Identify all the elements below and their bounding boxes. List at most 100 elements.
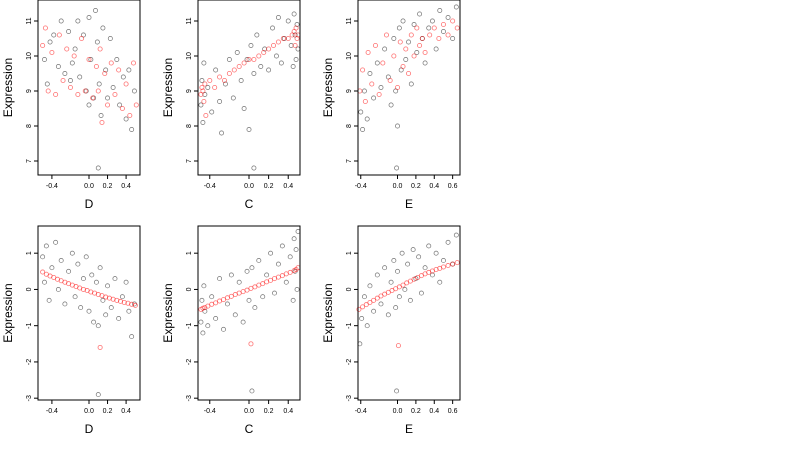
- data-point: [217, 276, 223, 282]
- data-point: [399, 250, 405, 256]
- data-point: [426, 243, 432, 249]
- data-point: [408, 32, 414, 38]
- data-point: [264, 272, 270, 278]
- series-red-points: [198, 265, 301, 347]
- x-tick-label: 0.2: [103, 408, 113, 415]
- data-point: [78, 305, 84, 311]
- data-point: [62, 301, 68, 307]
- x-tick-label: 0.4: [121, 183, 131, 190]
- data-point: [75, 261, 81, 267]
- data-point: [86, 57, 92, 63]
- data-point: [407, 297, 413, 303]
- data-point: [371, 297, 377, 303]
- data-point: [69, 60, 75, 66]
- data-point: [270, 25, 275, 31]
- data-point: [231, 67, 237, 73]
- data-point: [93, 64, 99, 70]
- plot-frame: [357, 225, 461, 401]
- data-point: [203, 113, 209, 119]
- data-point: [268, 250, 274, 256]
- x-tick-label: -0.4: [204, 183, 216, 190]
- series-red-points: [40, 25, 139, 126]
- data-point: [116, 315, 122, 321]
- data-point: [427, 32, 433, 38]
- data-point: [266, 46, 272, 52]
- series-red-points: [40, 269, 138, 350]
- y-tick-label: 11: [26, 17, 33, 24]
- data-point: [244, 57, 250, 62]
- data-point: [414, 25, 420, 31]
- data-point: [271, 43, 277, 49]
- y-tick-label: 10: [186, 52, 193, 60]
- x-axis-label: C: [245, 422, 254, 436]
- data-point: [254, 32, 260, 38]
- data-point: [97, 46, 103, 52]
- data-point: [96, 81, 102, 87]
- data-point: [198, 319, 204, 325]
- data-point: [90, 95, 96, 101]
- data-point: [201, 99, 207, 105]
- data-point: [97, 265, 103, 271]
- data-point: [112, 276, 118, 282]
- data-point: [82, 88, 88, 94]
- data-point: [224, 301, 230, 307]
- data-point: [394, 388, 400, 394]
- series-black-points: [198, 228, 301, 394]
- data-point: [294, 286, 300, 292]
- data-point: [79, 36, 85, 42]
- data-point: [372, 43, 378, 49]
- data-point: [213, 300, 219, 306]
- data-point: [93, 8, 98, 13]
- data-point: [80, 276, 86, 282]
- data-point: [391, 36, 397, 41]
- data-point: [108, 60, 114, 66]
- data-point: [369, 81, 375, 87]
- data-point: [47, 39, 53, 45]
- data-point: [202, 305, 208, 311]
- data-point: [98, 113, 104, 118]
- data-point: [226, 71, 232, 77]
- data-point: [49, 265, 55, 271]
- data-point: [397, 39, 403, 45]
- data-point: [209, 109, 215, 115]
- data-point: [454, 260, 460, 266]
- series-black-points: [42, 8, 137, 171]
- data-point: [249, 388, 255, 394]
- data-point: [388, 102, 394, 108]
- y-tick-label: 1: [26, 251, 33, 255]
- data-point: [433, 250, 439, 256]
- data-point: [275, 39, 281, 45]
- y-tick-label: 8: [346, 124, 353, 128]
- data-point: [86, 102, 92, 108]
- x-axis-label: C: [245, 197, 254, 211]
- data-point: [395, 123, 400, 129]
- data-point: [200, 330, 206, 336]
- data-point: [382, 46, 388, 52]
- data-point: [285, 36, 291, 42]
- y-tick-label: 9: [26, 89, 33, 93]
- data-point: [403, 57, 409, 62]
- x-tick-label: -0.4: [355, 408, 367, 415]
- series-black-points: [358, 4, 459, 171]
- y-tick-label: 0: [346, 287, 353, 291]
- data-point: [431, 25, 437, 31]
- y-tick-label: -3: [186, 395, 193, 401]
- y-tick-label: -1: [26, 322, 33, 328]
- data-point: [131, 88, 137, 94]
- y-tick-label: 11: [186, 17, 193, 24]
- y-tick-label: 0: [26, 287, 33, 291]
- data-point: [293, 25, 299, 31]
- data-point: [429, 18, 435, 24]
- data-point: [441, 257, 446, 263]
- data-point: [279, 243, 285, 249]
- data-point: [77, 74, 83, 80]
- data-point: [246, 127, 252, 132]
- data-point: [422, 60, 428, 66]
- data-point: [287, 269, 293, 275]
- data-point: [100, 297, 106, 303]
- data-point: [417, 43, 423, 49]
- x-tick-label: 0.2: [264, 183, 274, 190]
- data-point: [367, 71, 373, 76]
- x-tick-label: 0.2: [411, 183, 421, 190]
